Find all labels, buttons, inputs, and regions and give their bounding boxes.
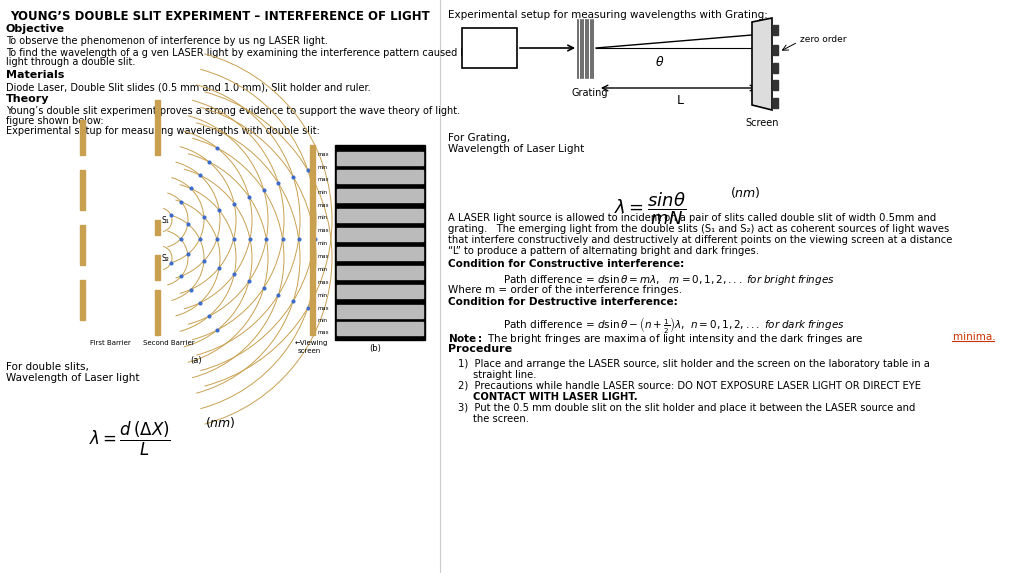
Text: $(nm)$: $(nm)$ xyxy=(730,185,761,200)
Text: Screen: Screen xyxy=(746,118,779,128)
Text: “L” to produce a pattern of alternating bright and dark fringes.: “L” to produce a pattern of alternating … xyxy=(448,246,759,256)
Text: $\bf{Note:}$ The bright fringes are maxima of light intensity and the dark fring: $\bf{Note:}$ The bright fringes are maxi… xyxy=(448,332,864,346)
Text: max: max xyxy=(317,152,328,157)
Text: Wavelength of Laser Light: Wavelength of Laser Light xyxy=(448,144,585,154)
Text: Diode Laser, Double Slit slides (0.5 mm and 1.0 mm), Slit holder and ruler.: Diode Laser, Double Slit slides (0.5 mm … xyxy=(6,82,371,92)
Bar xyxy=(773,63,778,73)
Text: Procedure: Procedure xyxy=(448,344,513,354)
Text: ←Viewing: ←Viewing xyxy=(295,340,328,346)
Text: Materials: Materials xyxy=(6,70,65,80)
Text: Theory: Theory xyxy=(6,94,50,104)
Text: minima.: minima. xyxy=(953,332,996,342)
Bar xyxy=(337,189,423,202)
Text: light through a double slit.: light through a double slit. xyxy=(6,57,136,67)
Text: S₁: S₁ xyxy=(162,216,170,225)
Text: Objective: Objective xyxy=(6,24,65,34)
Bar xyxy=(337,247,423,260)
Bar xyxy=(155,220,160,235)
Text: Grating: Grating xyxy=(571,88,608,98)
Text: $\lambda = \dfrac{d\,(\Delta X)}{L}$: $\lambda = \dfrac{d\,(\Delta X)}{L}$ xyxy=(89,420,171,458)
Text: For Grating,: For Grating, xyxy=(448,133,511,143)
Text: that interfere constructively and destructively at different points on the viewi: that interfere constructively and destru… xyxy=(448,235,952,245)
Text: Path difference = $d\sin\theta - \left(n+\frac{1}{2}\right)\lambda$,  $n = 0, 1,: Path difference = $d\sin\theta - \left(n… xyxy=(503,315,845,335)
Text: max: max xyxy=(317,228,328,233)
Bar xyxy=(462,28,517,68)
Text: Laser: Laser xyxy=(476,38,502,48)
Text: (b): (b) xyxy=(369,344,381,353)
Text: min: min xyxy=(317,215,327,220)
Text: min: min xyxy=(317,190,327,195)
Bar xyxy=(155,290,160,335)
Bar xyxy=(155,255,160,280)
Text: max: max xyxy=(317,177,328,182)
Text: max: max xyxy=(317,306,328,311)
Text: Second Barrier: Second Barrier xyxy=(143,340,194,346)
Text: $(nm)$: $(nm)$ xyxy=(205,415,236,430)
Text: (a): (a) xyxy=(190,356,202,365)
Bar xyxy=(337,228,423,241)
Text: 3)  Put the 0.5 mm double slit on the slit holder and place it between the LASER: 3) Put the 0.5 mm double slit on the sli… xyxy=(458,403,916,413)
Bar xyxy=(773,98,778,108)
Text: min: min xyxy=(317,318,327,323)
Text: To observe the phenomenon of interference by us ng LASER light.: To observe the phenomenon of interferenc… xyxy=(6,36,328,46)
Text: max: max xyxy=(317,280,328,285)
Text: screen: screen xyxy=(298,348,321,354)
Text: Condition for Constructive interference:: Condition for Constructive interference: xyxy=(448,259,684,269)
Text: L: L xyxy=(677,94,684,107)
Text: Young’s double slit experiment proves a strong evidence to support the wave theo: Young’s double slit experiment proves a … xyxy=(6,106,460,116)
Text: $\lambda = \dfrac{sin\theta}{mN}$: $\lambda = \dfrac{sin\theta}{mN}$ xyxy=(614,190,686,227)
Text: the screen.: the screen. xyxy=(473,414,529,424)
Text: max: max xyxy=(317,254,328,259)
Text: max: max xyxy=(317,330,328,335)
Text: Wavelength of Laser light: Wavelength of Laser light xyxy=(6,373,140,383)
Text: Where m = order of the interference fringes.: Where m = order of the interference frin… xyxy=(448,285,682,295)
Text: CONTACT WITH LASER LIGHT.: CONTACT WITH LASER LIGHT. xyxy=(473,392,637,402)
Bar xyxy=(80,170,85,210)
Text: For double slits,: For double slits, xyxy=(6,362,89,372)
Text: straight line.: straight line. xyxy=(473,370,537,380)
Bar xyxy=(80,225,85,265)
Text: grating.   The emerging light from the double slits (S₁ and S₂) act as coherent : grating. The emerging light from the dou… xyxy=(448,224,949,234)
Text: First Barrier: First Barrier xyxy=(90,340,131,346)
Bar xyxy=(337,322,423,335)
Text: Path difference = $d\sin\theta = m\lambda$,   $m = 0, 1, 2, ...\;for\;bright\;fr: Path difference = $d\sin\theta = m\lambd… xyxy=(503,273,835,287)
Text: Condition for Destructive interference:: Condition for Destructive interference: xyxy=(448,297,678,307)
Text: S₂: S₂ xyxy=(162,254,170,263)
Text: min: min xyxy=(317,165,327,170)
Bar xyxy=(773,80,778,90)
Text: min: min xyxy=(317,293,327,298)
Bar xyxy=(337,170,423,183)
Bar xyxy=(337,285,423,298)
Text: To find the wavelength of a g ven LASER light by examining the interference patt: To find the wavelength of a g ven LASER … xyxy=(6,48,506,58)
Text: Experimental setup for measuring wavelengths with double slit:: Experimental setup for measuring wavelen… xyxy=(6,126,320,136)
Bar xyxy=(80,280,85,320)
Text: $\theta$: $\theta$ xyxy=(655,55,665,69)
Text: Light: Light xyxy=(477,50,501,60)
Bar xyxy=(310,145,315,335)
Text: 2)  Precautions while handle LASER source: DO NOT EXPOSURE LASER LIGHT OR DIRECT: 2) Precautions while handle LASER source… xyxy=(458,381,921,391)
Polygon shape xyxy=(752,18,772,110)
Text: figure shown below:: figure shown below: xyxy=(6,116,103,126)
Bar xyxy=(80,120,85,155)
Text: max: max xyxy=(317,203,328,208)
Bar xyxy=(337,152,423,165)
Text: YOUNG’S DOUBLE SLIT EXPERIMENT – INTERFERENCE OF LIGHT: YOUNG’S DOUBLE SLIT EXPERIMENT – INTERFE… xyxy=(10,10,430,23)
Text: min: min xyxy=(317,241,327,246)
Text: A LASER light source is allowed to incident on a pair of slits called double sli: A LASER light source is allowed to incid… xyxy=(448,213,936,223)
Text: min: min xyxy=(317,267,327,272)
Bar xyxy=(337,266,423,279)
Text: Experimental setup for measuring wavelengths with Grating:: Experimental setup for measuring wavelen… xyxy=(448,10,768,20)
Bar xyxy=(773,25,778,35)
Bar xyxy=(773,45,778,55)
Bar xyxy=(335,145,425,340)
Text: zero order: zero order xyxy=(800,35,847,44)
Text: 1)  Place and arrange the LASER source, slit holder and the screen on the labora: 1) Place and arrange the LASER source, s… xyxy=(458,359,930,369)
Bar xyxy=(337,305,423,318)
Bar xyxy=(337,209,423,222)
Bar xyxy=(155,100,160,155)
